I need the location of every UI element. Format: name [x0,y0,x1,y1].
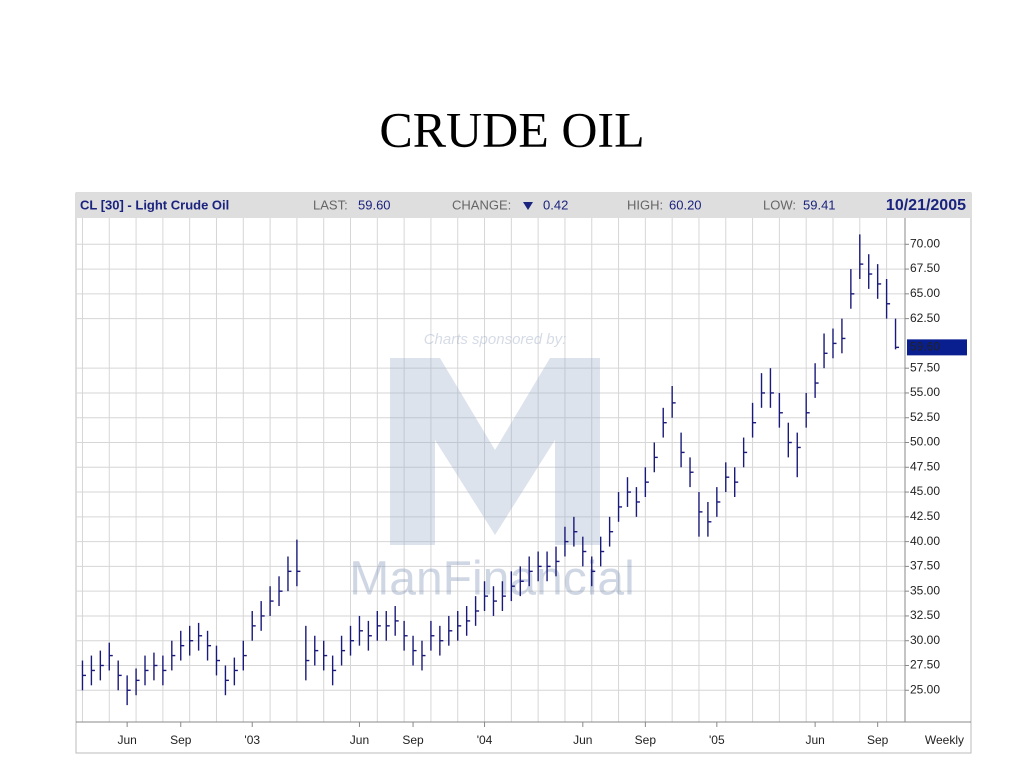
y-tick-label: 32.50 [910,608,940,622]
stat-label: CHANGE: [452,197,511,212]
y-tick-label: 35.00 [910,583,940,597]
y-tick-label: 45.00 [910,484,940,498]
x-tick-label: Sep [402,733,424,747]
y-tick-label: 62.50 [910,311,940,325]
y-tick-label: 30.00 [910,633,940,647]
watermark-brand: ManFinancial [349,553,634,606]
x-tick-label: Sep [867,733,889,747]
stat-label: LAST: [313,197,348,212]
last-marker-box [907,339,967,356]
stat-value: 59.60 [358,197,391,212]
x-tick-label: '05 [709,733,725,747]
watermark-text: Charts sponsored by: [424,331,567,348]
y-tick-label: 70.00 [910,236,940,250]
last-marker-label: 59.60 [910,340,940,354]
slide-title: CRUDE OIL [379,101,644,157]
y-tick-label: 55.00 [910,385,940,399]
symbol: CL [30] - Light Crude Oil [80,197,229,212]
y-tick-label: 65.00 [910,286,940,300]
y-tick-label: 37.50 [910,559,940,573]
stat-label: LOW: [763,197,796,212]
y-tick-label: 52.50 [910,410,940,424]
stat-value: 60.20 [669,197,702,212]
y-tick-label: 25.00 [910,682,940,696]
x-tick-label: Jun [117,733,136,747]
grid [76,218,905,722]
x-tick-label: Jun [805,733,824,747]
header-bar [76,193,971,218]
date: 10/21/2005 [886,197,966,214]
x-tick-label: '04 [477,733,493,747]
x-tick-label: Sep [170,733,192,747]
x-tick-label: Jun [350,733,369,747]
logo [390,358,600,545]
stat-label: HIGH: [627,197,663,212]
y-tick-label: 27.50 [910,658,940,672]
y-tick-label: 40.00 [910,534,940,548]
chart-panel [75,192,972,754]
stat-value: 0.42 [543,197,568,212]
interval-label: Weekly [925,733,964,747]
y-tick-label: 67.50 [910,261,940,275]
y-tick-label: 42.50 [910,509,940,523]
x-tick-label: Jun [573,733,592,747]
down-arrow [523,202,533,210]
watermark: Charts sponsored by: ManFinancial [349,331,634,606]
y-tick-label: 50.00 [910,435,940,449]
x-tick-label: '03 [244,733,260,747]
stat-value: 59.41 [803,197,836,212]
y-tick-label: 57.50 [910,360,940,374]
y-tick-label: 47.50 [910,459,940,473]
x-tick-label: Sep [635,733,657,747]
